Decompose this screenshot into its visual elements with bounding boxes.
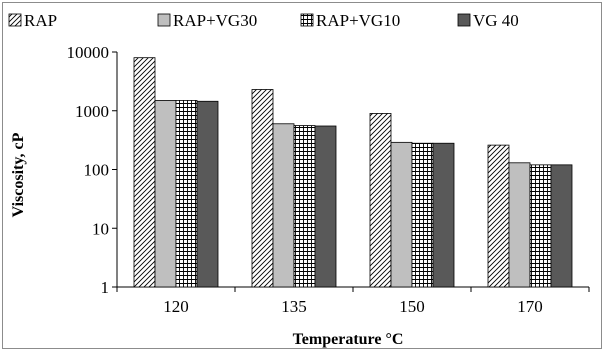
- bar-rap-150: [369, 113, 392, 288]
- legend-swatch: [8, 13, 22, 27]
- bar-vg-40-150: [432, 142, 455, 288]
- bar-rap-170: [487, 144, 510, 288]
- bars: [133, 57, 573, 288]
- y-tick-label: 10: [92, 219, 109, 238]
- legend-swatch: [457, 13, 471, 27]
- bar-rap-vg10-170: [529, 164, 552, 288]
- y-tick-label: 1000: [75, 102, 109, 121]
- x-tick-label: 135: [281, 297, 307, 316]
- x-axis: 120 135 150 170: [116, 286, 590, 316]
- bar-rap-135: [251, 89, 274, 288]
- bar-vg-40-170: [550, 164, 573, 288]
- legend-label: RAP+VG30: [173, 11, 257, 30]
- bar-rap-120: [133, 57, 156, 288]
- x-tick-label: 150: [399, 297, 425, 316]
- x-axis-title: Temperature °C: [293, 331, 404, 348]
- legend-swatch: [300, 13, 314, 27]
- bar-rap-vg30-135: [272, 123, 295, 288]
- y-tick-label: 100: [84, 161, 110, 180]
- viscosity-bar-chart: RAP RAP+VG30 RAP+VG10 VG 40 1 10 100 1000 10000…: [8, 11, 590, 348]
- legend-label: RAP+VG10: [316, 11, 400, 30]
- y-tick-label: 10000: [67, 43, 110, 62]
- bar-rap-vg10-150: [411, 142, 434, 288]
- bar-rap-vg30-150: [390, 141, 413, 288]
- legend-swatch: [157, 13, 171, 27]
- y-axis: 1 10 100 1000 10000: [67, 43, 118, 297]
- bar-rap-vg30-120: [154, 100, 177, 288]
- bar-rap-vg10-135: [293, 125, 316, 288]
- x-tick-label: 120: [163, 297, 189, 316]
- bar-vg-40-135: [314, 125, 337, 288]
- y-tick-label: 1: [101, 278, 110, 297]
- y-axis-title: Viscosity, cP: [10, 132, 27, 217]
- x-tick-label: 170: [517, 297, 543, 316]
- legend-label: RAP: [24, 11, 57, 30]
- bar-rap-vg10-120: [175, 100, 198, 288]
- legend-label: VG 40: [473, 11, 519, 30]
- legend: RAP RAP+VG30 RAP+VG10 VG 40: [8, 11, 519, 30]
- bar-vg-40-120: [196, 100, 219, 288]
- bar-rap-vg30-170: [508, 162, 531, 288]
- chart-frame: RAP RAP+VG30 RAP+VG10 VG 40 1 10 100 1000 10000…: [2, 2, 602, 349]
